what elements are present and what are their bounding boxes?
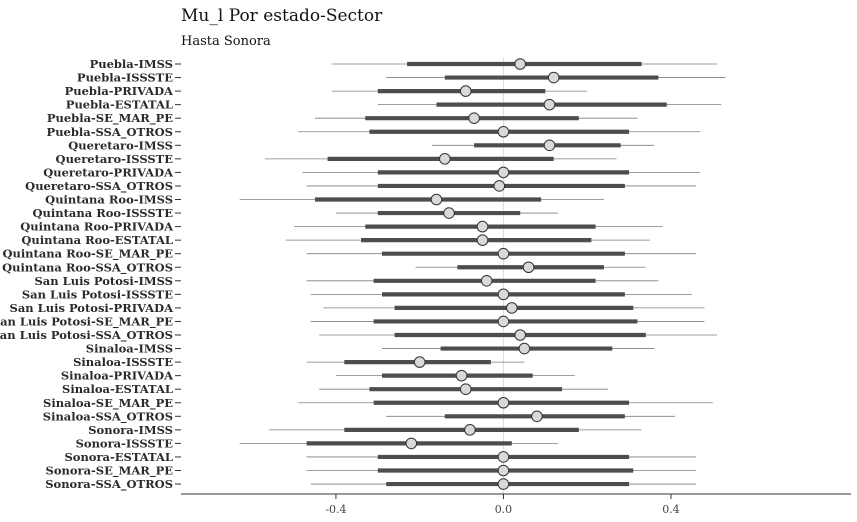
y-tick-label: Sinaloa-ISSSTE [73,355,173,369]
y-tick-label: Sinaloa-SE_MAR_PE [43,396,173,411]
y-tick-label: Quintana Roo-SSA_OTROS [2,260,173,275]
y-tick-label: Quintana Roo-SE_MAR_PE [2,247,173,262]
y-tick-labels: Puebla-IMSSPuebla-ISSSTEPuebla-PRIVADAPu… [0,57,181,492]
point-estimate [543,139,556,152]
point-estimate [493,180,506,192]
x-ticks: -0.4 0.0 0.4 [325,494,680,516]
point-estimate [413,356,426,368]
point-estimate [497,288,510,301]
y-tick-label: Queretaro-IMSS [68,138,173,152]
point-estimate [443,207,455,219]
y-tick-label: Quintana Roo-PRIVADA [20,220,174,234]
y-tick-label: Sinaloa-SSA_OTROS [43,409,173,424]
point-estimate [476,220,489,233]
point-estimate [531,410,543,423]
y-tick-label: Puebla-IMSS [90,57,173,71]
point-estimate [497,166,510,179]
y-tick-label: San Luis Potosi-PRIVADA [10,301,175,315]
point-estimate [497,478,510,490]
point-estimate [405,437,418,450]
outer-interval-layer [239,63,726,485]
point-estimate [430,193,443,206]
point-estimate [459,85,472,97]
y-tick-label: Sinaloa-PRIVADA [61,369,174,383]
x-tick-label: 0.4 [662,503,680,516]
y-tick-label: Sinaloa-IMSS [86,342,173,356]
point-estimate [514,329,526,341]
y-tick-label: Queretaro-SSA_OTROS [25,179,173,194]
y-tick-label: Sinaloa-ESTATAL [62,382,173,396]
point-estimate [497,247,510,260]
y-tick-label: Puebla-PRIVADA [65,84,174,98]
point-estimate-layer [405,58,560,490]
chart-title: Mu_l Por estado-Sector [181,6,383,26]
point-estimate [497,125,510,138]
point-estimate [547,71,560,84]
y-tick-label: Sonora-SSA_OTROS [45,477,173,492]
y-tick-label: Puebla-SSA_OTROS [47,125,173,140]
point-estimate [543,98,556,111]
chart-subtitle: Hasta Sonora [181,34,271,49]
point-estimate [518,342,531,355]
y-tick-label: Queretaro-PRIVADA [43,165,174,179]
point-estimate [468,112,480,124]
point-estimate [497,396,510,409]
point-estimate [514,58,526,70]
y-tick-label: San Luis Potosi-SSA_OTROS [0,328,173,343]
y-tick-label: Quintana Roo-ESTATAL [21,233,173,247]
y-tick-label: Quintana Roo-ISSSTE [33,206,174,220]
y-tick-label: Queretaro-ISSSTE [56,152,174,166]
point-estimate [459,383,472,396]
point-estimate [439,153,451,165]
y-tick-label: San Luis Potosi-SE_MAR_PE [0,314,173,329]
y-tick-label: San Luis Potosi-IMSS [35,274,174,288]
point-estimate [480,275,493,287]
x-tick-label: 0.0 [495,503,513,516]
y-tick-label: Sonora-SE_MAR_PE [46,464,174,479]
y-tick-label: Puebla-SE_MAR_PE [47,111,173,126]
point-estimate [476,234,489,246]
point-estimate [497,451,510,463]
y-tick-label: Sonora-IMSS [88,423,173,437]
point-estimate [497,464,510,477]
inner-interval-layer [306,61,667,487]
point-estimate [464,424,476,436]
point-estimate [506,302,518,314]
y-tick-label: Puebla-ESTATAL [66,98,173,112]
y-tick-label: Puebla-ISSSTE [77,71,173,85]
point-estimate [522,261,535,274]
y-tick-label: San Luis Potosi-ISSSTE [22,287,173,301]
y-tick-label: Sonora-ESTATAL [64,450,173,464]
y-tick-label: Quintana Roo-IMSS [45,193,173,207]
x-tick-label: -0.4 [325,503,346,516]
y-tick-label: Sonora-ISSSTE [76,436,174,450]
point-estimate [455,369,468,382]
point-estimate [497,315,510,328]
